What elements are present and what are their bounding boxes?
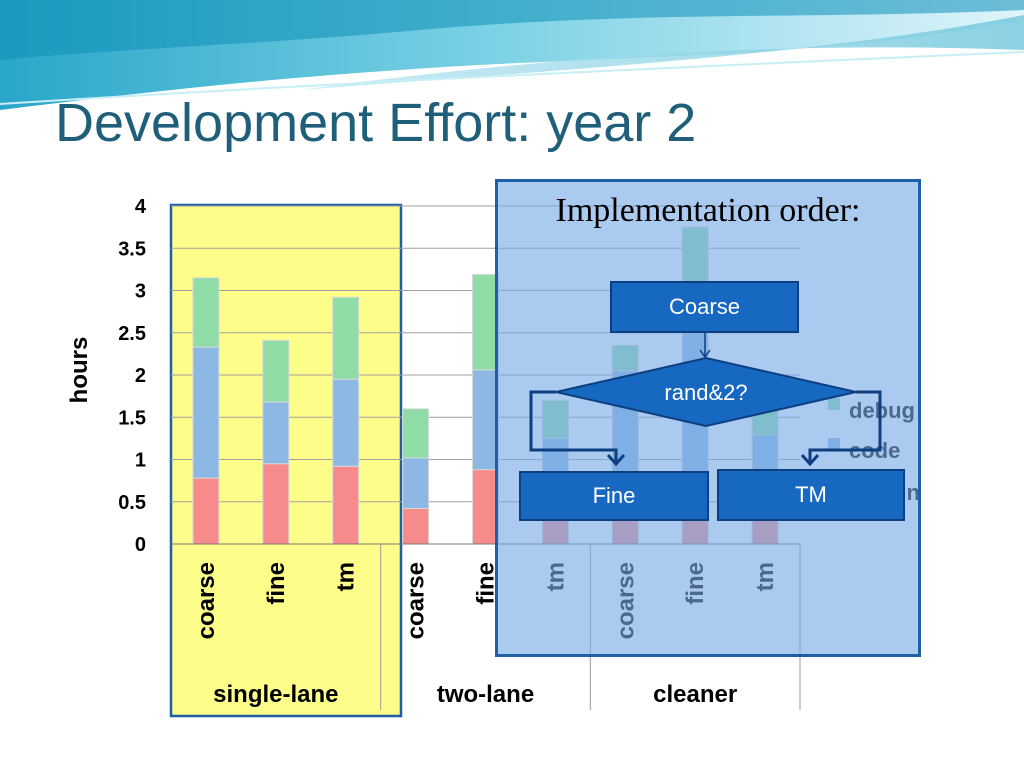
bar-segment-design: [192, 477, 220, 545]
y-tick-label: 2: [135, 365, 146, 387]
category-label: fine: [263, 562, 290, 605]
decision-label: rand&2?: [664, 380, 748, 405]
tm-step-box: TM: [717, 469, 905, 521]
group-label: single-lane: [213, 681, 338, 708]
y-tick-label: 4: [135, 196, 147, 218]
bar-segment-debug: [332, 296, 360, 380]
bar-segment-design: [472, 469, 499, 545]
bar-segment-code: [332, 378, 360, 467]
bar-segment-debug: [262, 339, 290, 403]
bar-segment-code: [192, 346, 220, 479]
group-label: cleaner: [653, 681, 737, 708]
bar-segment-debug: [192, 277, 220, 348]
category-label: tm: [333, 562, 360, 591]
y-tick-label: 2.5: [118, 323, 146, 345]
flow-connectors: [529, 333, 882, 467]
bar-segment-debug: [402, 408, 430, 459]
y-tick-label: 3: [135, 281, 146, 303]
y-tick-label: 3.5: [118, 238, 146, 260]
slide-title: Development Effort: year 2: [55, 93, 697, 153]
y-tick-label: 0: [135, 534, 146, 556]
bar-segment-code: [472, 369, 499, 471]
group-label: two-lane: [437, 681, 534, 708]
bar-segment-code: [402, 457, 430, 510]
y-tick-label: 1.5: [118, 407, 146, 429]
y-tick-label: 0.5: [118, 492, 146, 514]
category-label: coarse: [403, 562, 430, 639]
bar-segment-debug: [472, 273, 499, 371]
category-label: coarse: [193, 562, 220, 639]
y-tick-label: 1: [135, 450, 146, 472]
implementation-order-title: Implementation order:: [555, 192, 861, 229]
coarse-step-box: Coarse: [610, 281, 799, 333]
fine-step-box: Fine: [519, 471, 709, 521]
y-axis-label: hours: [66, 337, 93, 404]
